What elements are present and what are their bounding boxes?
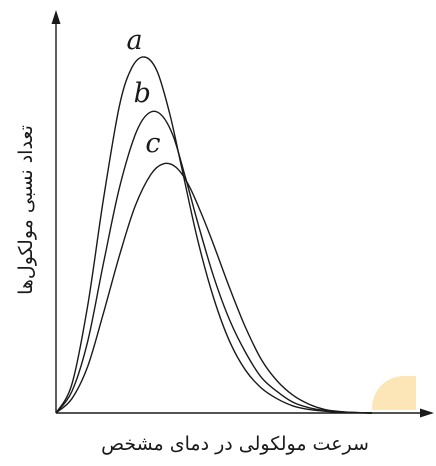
x-axis-title: سرعت مولکولی در دمای مشخص — [101, 433, 369, 455]
y-axis-title: تعداد نسبی مولکول‌ها — [15, 125, 37, 295]
series-label-c: c — [145, 128, 160, 159]
series-line-b — [55, 110, 373, 414]
series-line-c — [55, 162, 373, 414]
curve-labels: abc — [127, 25, 161, 159]
y-axis-arrow — [51, 10, 61, 24]
watermark — [372, 376, 416, 410]
series-label-b: b — [134, 78, 151, 109]
watermark-shape — [372, 376, 416, 410]
series-line-a — [55, 56, 373, 414]
axes — [51, 10, 434, 418]
x-axis-arrow — [420, 408, 434, 418]
series-label-a: a — [127, 25, 143, 56]
series-layer — [55, 56, 373, 414]
